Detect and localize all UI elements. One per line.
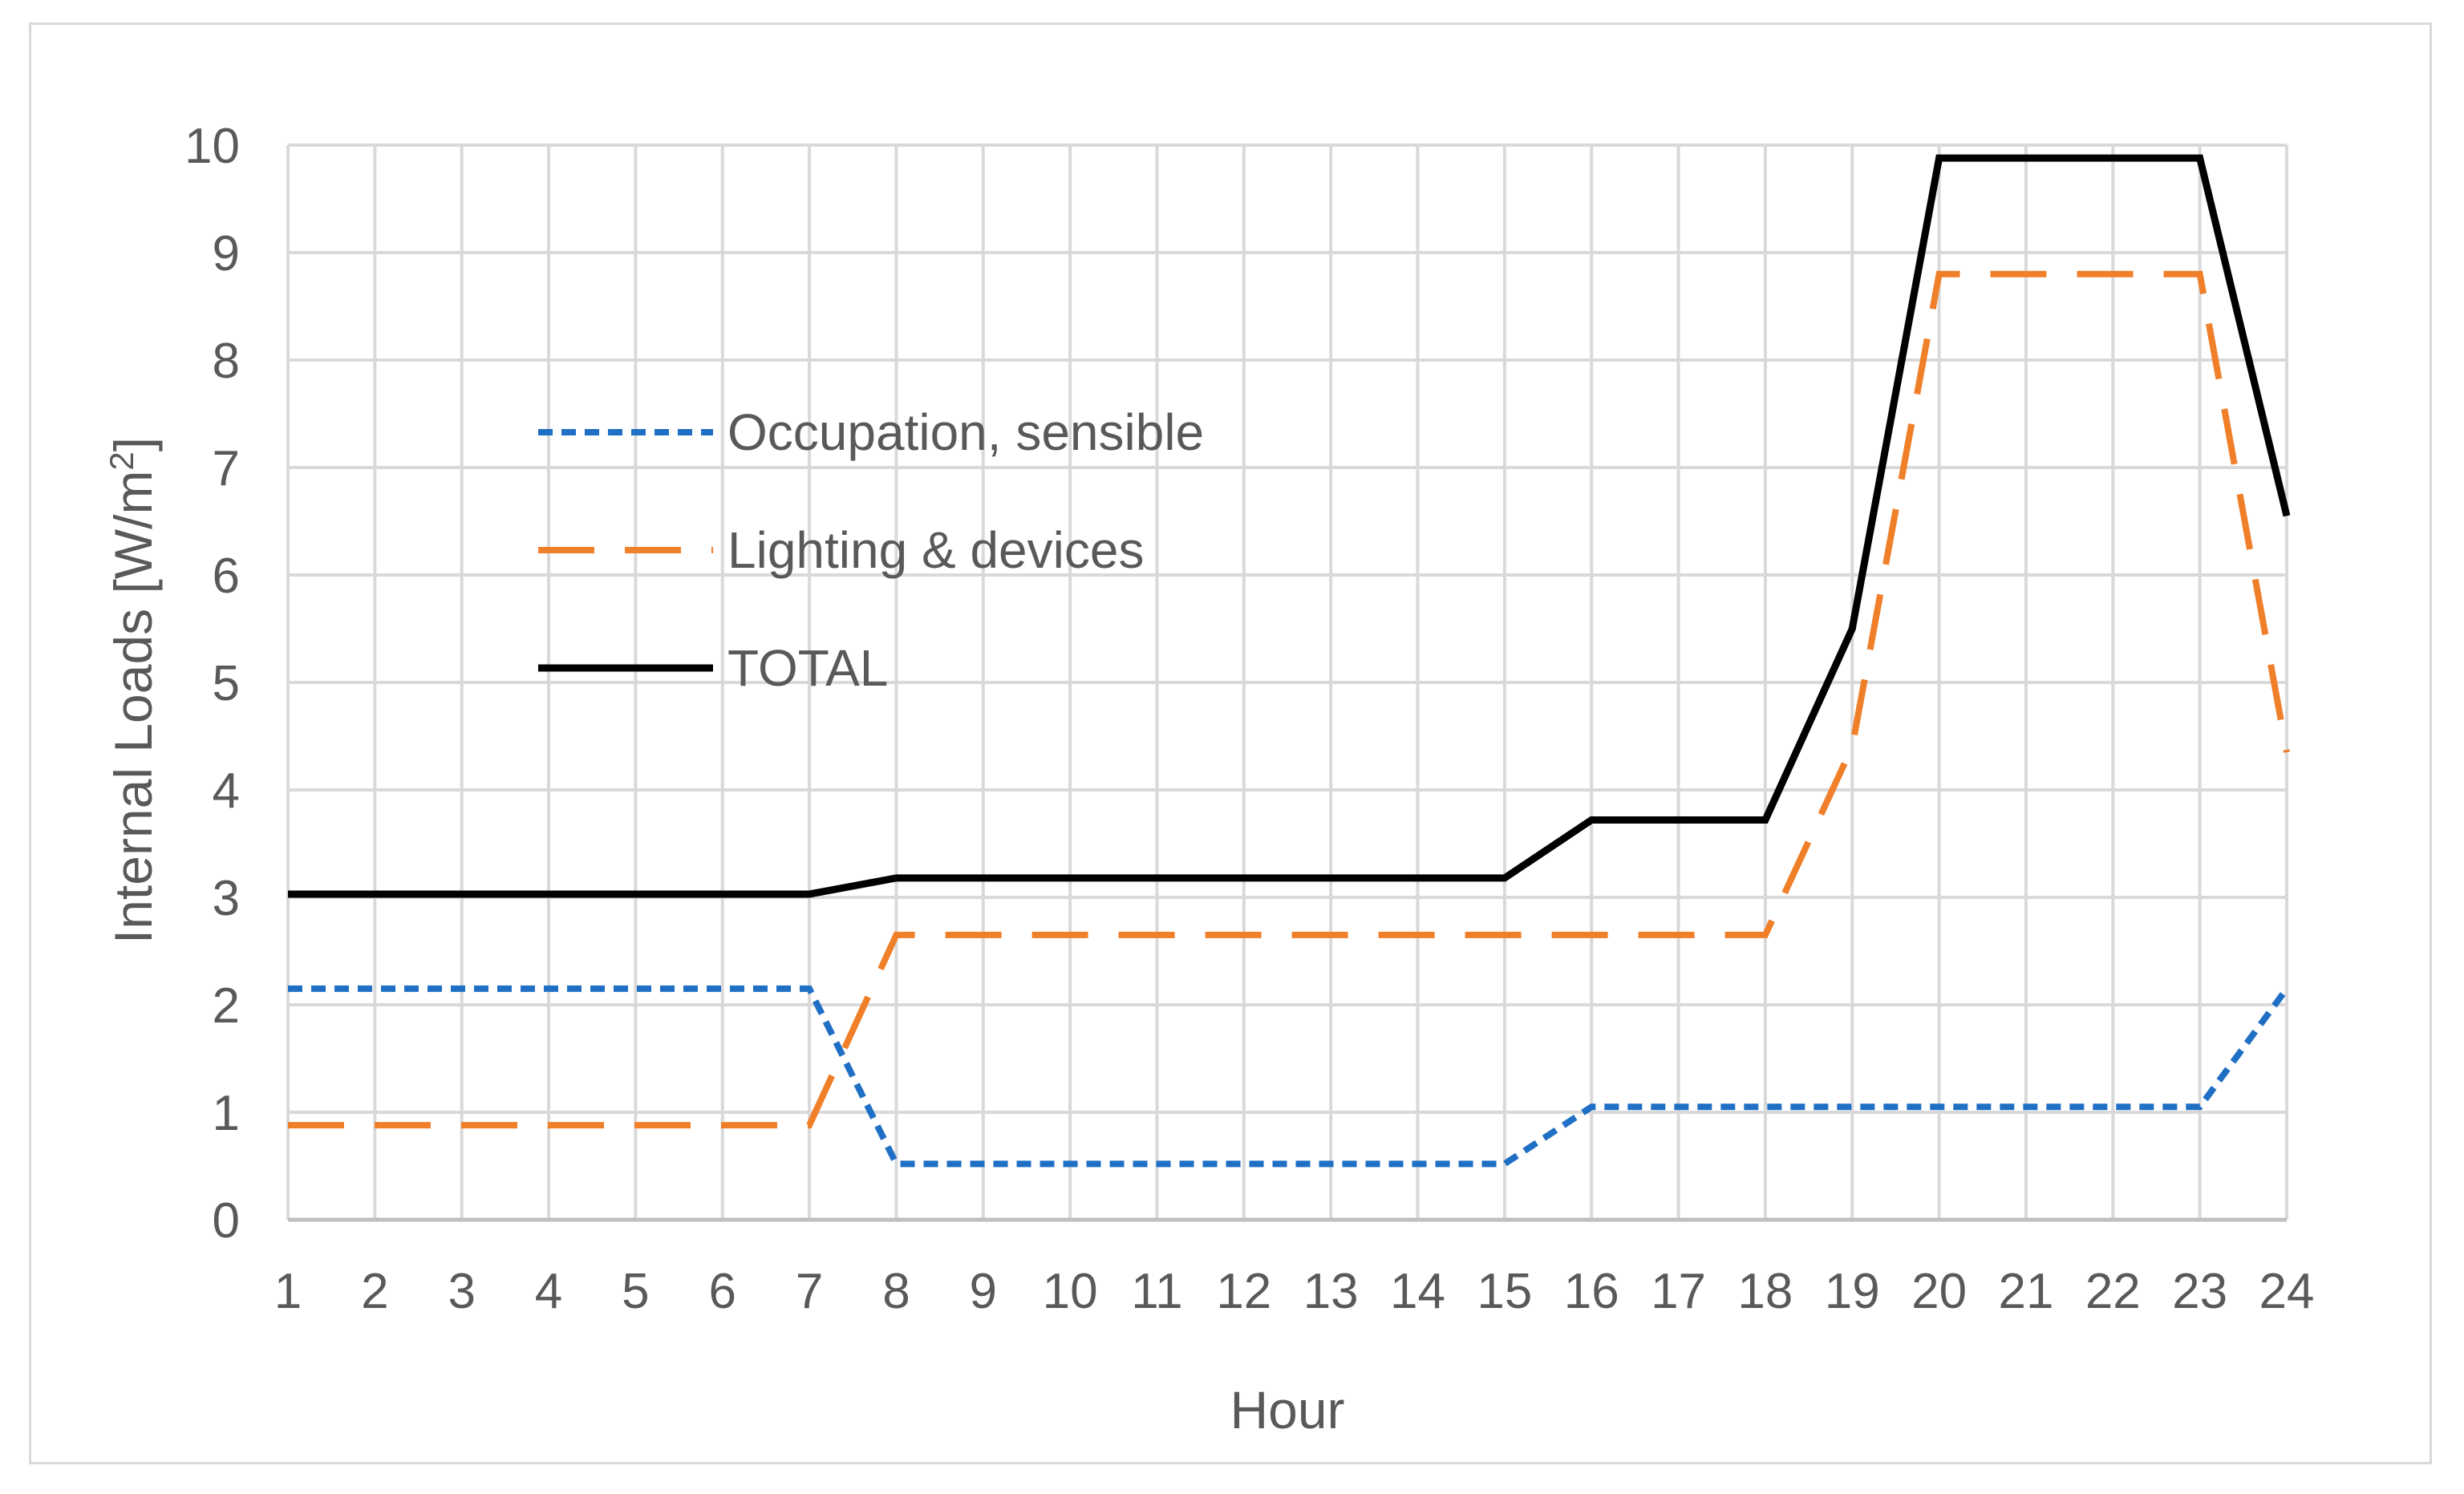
x-tick-label: 16 [1564,1264,1619,1319]
y-tick-label: 8 [213,334,240,389]
y-axis-title-superscript: 2 [103,451,140,470]
x-tick-label: 3 [448,1264,475,1319]
series-lines [288,154,2291,1168]
y-tick-label: 5 [213,656,240,711]
x-axis-ticks: 1 2 3 4 5 6 7 8 9 10 11 12 13 14 15 16 17 18 19 20 21 22 23 24 [274,1264,2315,1319]
legend: Occupation, sensible Lighting & devices TO… [538,403,1204,697]
y-axis-ticks: 0 1 2 3 4 5 6 7 8 9 10 [184,119,240,1249]
x-tick-label: 1 [274,1264,302,1319]
x-tick-label: 10 [1043,1264,1098,1319]
x-axis-title: Hour [1230,1380,1344,1439]
x-tick-label: 13 [1303,1264,1359,1319]
y-axis-title: Internal Loads [W/m2] [103,437,164,944]
x-tick-label: 5 [622,1264,649,1319]
x-tick-label: 14 [1390,1264,1445,1319]
x-tick-label: 9 [970,1264,997,1319]
x-tick-label: 8 [882,1264,910,1319]
y-tick-label: 0 [213,1193,240,1249]
y-tick-label: 2 [213,978,240,1034]
y-tick-label: 10 [184,119,240,174]
y-tick-label: 9 [213,226,240,281]
y-tick-label: 3 [213,871,240,926]
x-tick-label: 22 [2085,1264,2141,1319]
y-axis-title-main: Internal Loads [W/m [103,471,163,945]
x-tick-label: 12 [1216,1264,1271,1319]
x-tick-label: 4 [535,1264,562,1319]
x-tick-label: 7 [796,1264,823,1319]
x-tick-label: 6 [708,1264,736,1319]
x-tick-label: 21 [1998,1264,2053,1319]
x-tick-label: 23 [2172,1264,2227,1319]
y-tick-label: 6 [213,549,240,604]
chart-frame: 0 1 2 3 4 5 6 7 8 9 10 1 2 3 4 5 6 7 8 9 10 11 12 13 14 15 16 17 18… [29,22,2432,1464]
y-axis-title-end: ] [103,437,163,451]
y-tick-label: 4 [213,763,240,819]
legend-label-0: Occupation, sensible [727,403,1204,461]
x-tick-label: 15 [1477,1264,1532,1319]
legend-label-2: TOTAL [727,639,888,697]
x-tick-label: 17 [1651,1264,1706,1319]
legend-label-1: Lighting & devices [727,521,1144,579]
series-line-2 [288,154,2291,898]
y-tick-label: 7 [213,441,240,496]
x-tick-label: 11 [1131,1264,1182,1319]
x-tick-label: 2 [361,1264,388,1319]
x-tick-label: 18 [1737,1264,1793,1319]
series-line-1 [288,270,2290,1129]
series-line-0 [288,985,2290,1168]
y-tick-label: 1 [213,1086,240,1141]
x-tick-label: 19 [1825,1264,1880,1319]
x-tick-label: 24 [2259,1264,2315,1319]
chart-grid [286,144,2288,1222]
x-tick-label: 20 [1911,1264,1967,1319]
